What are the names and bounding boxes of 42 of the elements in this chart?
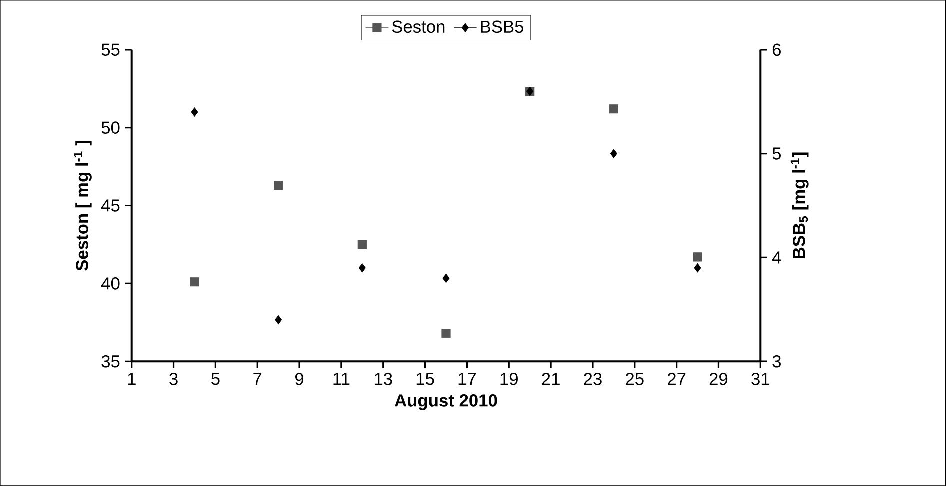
x-tick-label: 13 [375, 372, 392, 386]
x-tick-label: 27 [668, 372, 686, 385]
x-tick-label: 31 [752, 372, 770, 386]
x-tick-label: 9 [296, 372, 304, 386]
y-tick-label: 35 [102, 355, 120, 368]
point [358, 263, 366, 272]
x-tick-label: 11 [334, 372, 350, 385]
x-tick-label: 21 [542, 372, 560, 385]
point [694, 263, 702, 272]
x-tick-label: 15 [416, 372, 434, 385]
point [274, 180, 284, 190]
y-axis-title: Seston [ mg l$^{-1}$ ] [74, 140, 92, 271]
point [191, 107, 198, 117]
x-tick-label: 3 [170, 372, 178, 386]
legend-label: Seston [392, 20, 445, 33]
y-tick-label: 50 [102, 121, 120, 134]
point [275, 315, 282, 324]
y2-tick-label: 5 [772, 148, 781, 160]
x-tick-label: 19 [500, 372, 518, 386]
legend-label: BSB5 [481, 20, 524, 33]
y2-tick-label: 3 [772, 355, 781, 368]
y2-axis-title: BSB$_{5}$ [mg l$^{-1}$] [790, 152, 809, 258]
x-tick-label: 23 [584, 372, 602, 386]
y-tick-label: 45 [101, 199, 120, 212]
x-tick-label: 7 [254, 372, 262, 385]
point [610, 149, 618, 158]
y-tick-label: 55 [102, 44, 120, 56]
point [190, 277, 200, 286]
point [442, 274, 450, 283]
y2-tick-label: 6 [772, 44, 781, 56]
y-tick-label: 40 [101, 277, 120, 290]
point [442, 328, 451, 338]
x-tick-label: 1 [128, 372, 136, 385]
x-tick-label: 17 [458, 372, 476, 385]
x-tick-label: 29 [710, 372, 728, 386]
x-tick-label: 25 [626, 372, 644, 386]
x-tick-label: 5 [212, 372, 220, 385]
point [358, 240, 367, 250]
point [609, 104, 618, 114]
point [693, 252, 702, 262]
x-axis-title: August 2010 [394, 394, 498, 410]
y2-tick-label: 4 [772, 252, 782, 264]
